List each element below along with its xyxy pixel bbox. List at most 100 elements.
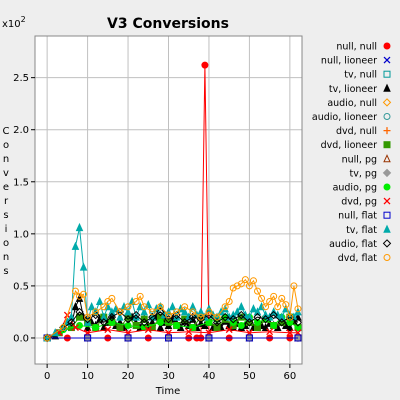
data-point bbox=[205, 334, 213, 342]
data-point bbox=[180, 318, 189, 327]
legend-marker bbox=[382, 239, 392, 248]
data-point bbox=[75, 307, 84, 317]
data-point bbox=[196, 315, 206, 324]
data-point bbox=[140, 318, 149, 327]
data-point bbox=[245, 282, 253, 290]
data-point bbox=[140, 307, 149, 316]
data-point bbox=[181, 303, 189, 311]
data-point bbox=[116, 312, 124, 321]
data-point bbox=[245, 334, 253, 342]
data-point bbox=[148, 312, 157, 322]
data-point bbox=[92, 324, 100, 332]
data-point bbox=[237, 321, 245, 329]
data-point bbox=[99, 318, 108, 327]
data-point bbox=[131, 310, 141, 320]
y-axis-label-letter: i bbox=[5, 224, 8, 235]
x-axis: 0 10 20 30 40 50 60 bbox=[44, 364, 296, 382]
legend-marker bbox=[383, 56, 391, 64]
legend-item: dvd, flat bbox=[338, 253, 391, 264]
data-point bbox=[95, 296, 104, 306]
data-point bbox=[197, 313, 205, 321]
data-point bbox=[124, 334, 132, 342]
data-point bbox=[213, 324, 221, 332]
data-point bbox=[84, 334, 92, 342]
legend: null, null null, lioneer tv, null tv, lione… bbox=[312, 42, 392, 264]
data-point bbox=[116, 308, 124, 316]
data-point bbox=[262, 303, 270, 311]
data-point bbox=[164, 315, 173, 324]
data-point bbox=[213, 313, 221, 321]
data-point bbox=[156, 322, 165, 332]
data-point bbox=[132, 321, 140, 329]
data-point bbox=[274, 303, 282, 311]
data-point bbox=[71, 302, 80, 311]
data-point bbox=[253, 307, 262, 316]
data-point bbox=[201, 61, 209, 69]
data-point bbox=[212, 318, 222, 327]
series-line bbox=[46, 278, 299, 339]
legend-item: tv, pg bbox=[350, 168, 392, 179]
data-point bbox=[92, 308, 100, 316]
legend-marker bbox=[383, 224, 391, 233]
data-point bbox=[270, 321, 278, 329]
legend-marker bbox=[383, 127, 391, 135]
y-axis-label-letter: s bbox=[3, 266, 8, 277]
data-point bbox=[269, 310, 278, 320]
data-point bbox=[286, 329, 294, 337]
data-point bbox=[79, 262, 88, 271]
legend-label: tv, flat bbox=[346, 225, 377, 236]
y-axis-label-letter: s bbox=[3, 210, 8, 221]
legend-item: tv, null bbox=[344, 70, 391, 81]
data-point bbox=[71, 241, 80, 250]
data-point bbox=[261, 310, 270, 319]
data-point bbox=[173, 308, 181, 316]
legend-label: tv, pg bbox=[350, 168, 377, 179]
legend-label: audio, lioneer bbox=[312, 112, 377, 123]
legend-item: audio, flat bbox=[329, 239, 392, 250]
y-axis-label-letter: v bbox=[3, 168, 9, 179]
data-point bbox=[80, 290, 88, 298]
data-point bbox=[266, 298, 274, 306]
data-point bbox=[188, 302, 197, 311]
data-point bbox=[168, 302, 177, 311]
data-point bbox=[165, 334, 172, 342]
data-point bbox=[108, 318, 116, 326]
legend-label: dvd, lioneer bbox=[321, 140, 378, 151]
data-point bbox=[294, 305, 302, 313]
legend-marker bbox=[383, 70, 391, 78]
data-point bbox=[144, 326, 152, 334]
data-point bbox=[229, 284, 237, 292]
y-tick-label: 0.5 bbox=[13, 281, 29, 292]
y-axis-label-letter: n bbox=[3, 252, 9, 263]
y-axis-label-letter: n bbox=[3, 154, 9, 165]
data-point bbox=[286, 318, 294, 326]
data-point bbox=[165, 311, 172, 319]
legend-label: null, null bbox=[336, 42, 377, 53]
data-point bbox=[277, 312, 286, 321]
data-point bbox=[67, 318, 76, 327]
data-point bbox=[71, 324, 79, 332]
data-point bbox=[83, 322, 92, 332]
data-point bbox=[229, 315, 238, 324]
data-point bbox=[225, 326, 233, 334]
legend-item: null, pg bbox=[342, 154, 391, 165]
data-point bbox=[180, 307, 189, 316]
data-point bbox=[76, 321, 83, 329]
data-point bbox=[261, 315, 270, 324]
y-axis-label-letter: e bbox=[3, 182, 9, 193]
x-tick-label: 40 bbox=[203, 371, 216, 382]
data-point bbox=[100, 303, 108, 311]
chart-title: V3 Conversions bbox=[107, 16, 229, 32]
legend-item: audio, lioneer bbox=[312, 112, 391, 123]
legend-label: dvd, pg bbox=[341, 197, 377, 208]
data-point bbox=[87, 302, 96, 311]
data-point bbox=[237, 280, 245, 288]
x-tick-label: 60 bbox=[283, 371, 296, 382]
series-15 bbox=[43, 276, 302, 342]
x-tick-label: 50 bbox=[243, 371, 256, 382]
y-tick-label: 2.0 bbox=[13, 125, 29, 136]
data-point bbox=[258, 294, 266, 302]
legend-marker bbox=[383, 42, 391, 50]
data-point bbox=[294, 334, 302, 342]
